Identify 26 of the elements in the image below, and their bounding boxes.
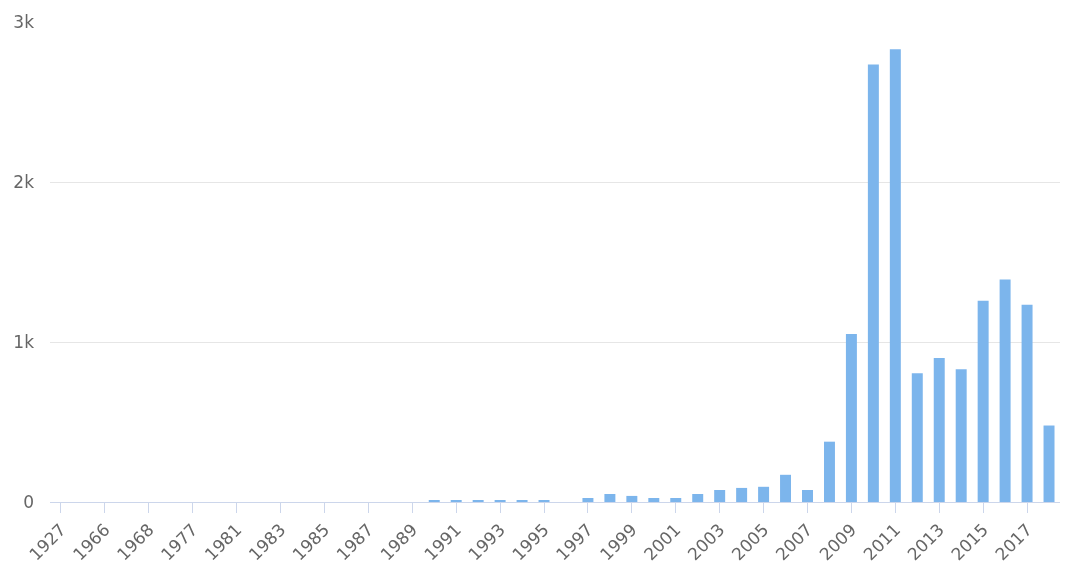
bar (670, 498, 682, 502)
bar (692, 494, 704, 502)
bar (604, 494, 616, 502)
bar (999, 279, 1011, 502)
bar (758, 486, 770, 502)
bar (889, 49, 901, 502)
bar (977, 300, 989, 502)
bar (1043, 425, 1055, 502)
bar (780, 474, 792, 502)
bar (802, 490, 813, 502)
bar (714, 490, 726, 502)
bar (845, 334, 857, 502)
bar (823, 441, 835, 502)
bar (1021, 304, 1033, 502)
bar (955, 369, 967, 502)
bar (626, 495, 638, 502)
bar (867, 64, 879, 502)
y-tick-label: 1k (13, 331, 35, 352)
y-tick-label: 3k (13, 11, 35, 32)
bar (582, 498, 594, 502)
bar (911, 373, 923, 502)
bar (648, 498, 660, 502)
y-tick-label: 2k (13, 171, 35, 192)
bar (933, 358, 945, 502)
y-tick-label: 0 (23, 491, 34, 512)
bar (736, 487, 748, 502)
